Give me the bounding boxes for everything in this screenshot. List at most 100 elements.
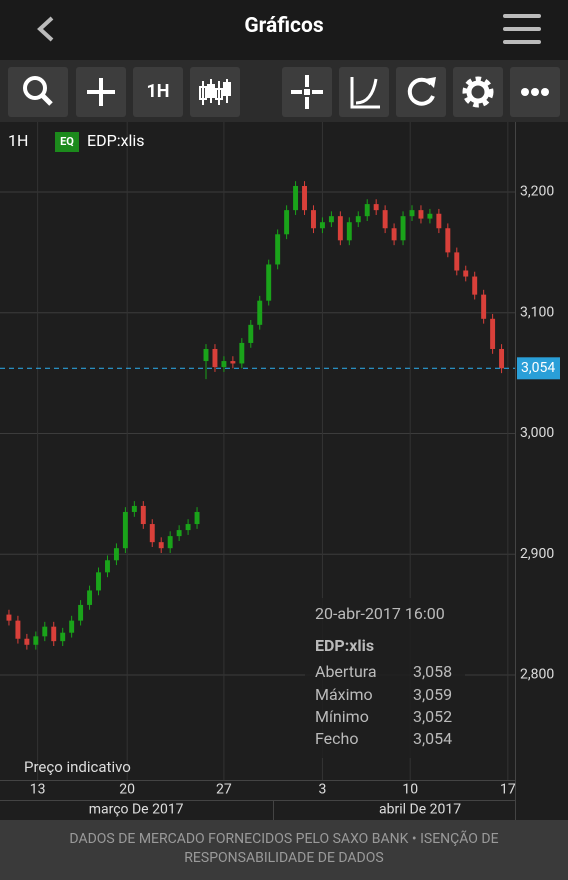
interval-button[interactable]: 1H xyxy=(133,67,183,117)
chart-interval: 1H xyxy=(8,131,29,150)
candle-body xyxy=(311,210,316,229)
candle-body xyxy=(51,626,57,642)
candle-body xyxy=(373,204,379,211)
y-tick-label: 3,200 xyxy=(520,184,554,200)
candle-body xyxy=(24,638,30,645)
candle-body xyxy=(284,210,290,235)
candle-body xyxy=(472,276,478,295)
last-price-box xyxy=(517,357,560,380)
candle-body xyxy=(96,572,101,591)
disclaimer-link[interactable]: DADOS DE MERCADO FORNECIDOS PELO SAXO BA… xyxy=(69,831,499,866)
candle-body xyxy=(149,524,155,543)
candle-body xyxy=(427,213,433,219)
tooltip-value: 3,054 xyxy=(413,729,453,748)
tooltip-label: Mínimo xyxy=(315,707,369,726)
x-tick-label: 3 xyxy=(318,782,326,798)
candle-body xyxy=(499,348,505,369)
x-tick-label: 20 xyxy=(119,782,135,798)
candle-body xyxy=(194,511,200,525)
month-label: março De 2017 xyxy=(89,802,184,818)
candle-body xyxy=(60,632,66,642)
candle-body xyxy=(418,210,424,219)
search-button[interactable] xyxy=(8,67,68,117)
tooltip-value: 3,059 xyxy=(413,685,453,704)
candle-body xyxy=(463,270,469,277)
candle-body xyxy=(221,361,227,368)
candle-body xyxy=(364,204,370,217)
candle-body xyxy=(337,216,343,241)
candle-body xyxy=(87,590,93,605)
candle-body xyxy=(78,604,84,621)
header-bar: Gráficos xyxy=(0,0,568,60)
refresh-button[interactable] xyxy=(396,67,446,117)
candle-body xyxy=(382,210,388,229)
y-tick-label: 2,800 xyxy=(520,667,554,683)
indicator-button[interactable] xyxy=(339,67,389,117)
tooltip: 20-abr-2017 16:00 EDP:xlis Abertura 3,05… xyxy=(305,598,465,758)
candle-body xyxy=(15,620,21,639)
candle-body xyxy=(409,210,415,217)
candle-body xyxy=(140,505,146,525)
candle-body xyxy=(230,361,236,364)
candle-body xyxy=(105,560,110,573)
month-label: abril De 2017 xyxy=(379,802,461,818)
candle-body xyxy=(355,216,361,223)
candle-body xyxy=(69,620,75,633)
candle-body xyxy=(400,216,406,241)
candle-body xyxy=(346,222,352,241)
menu-button[interactable] xyxy=(503,13,541,45)
candle-body xyxy=(6,614,12,621)
page-title: Gráficos xyxy=(244,14,324,38)
candle-body xyxy=(319,222,325,229)
tooltip-label: Fecho xyxy=(315,729,359,748)
crosshair-button[interactable] xyxy=(282,67,332,117)
candle-body xyxy=(248,324,254,343)
x-tick-label: 17 xyxy=(500,782,516,798)
candle-body xyxy=(167,536,173,549)
candle-body xyxy=(293,185,299,211)
candle-body xyxy=(33,636,39,645)
last-price-label: 3,054 xyxy=(521,360,555,376)
y-tick-label: 3,000 xyxy=(520,425,554,441)
candle-body xyxy=(176,530,182,537)
footer: DADOS DE MERCADO FORNECIDOS PELO SAXO BA… xyxy=(0,820,568,880)
tooltip-label: Abertura xyxy=(315,662,377,681)
tooltip-value: 3,058 xyxy=(413,662,453,681)
candle-body xyxy=(275,234,281,265)
candle-body xyxy=(158,542,164,549)
candle-body xyxy=(436,213,442,229)
x-tick-label: 10 xyxy=(402,782,418,798)
candle-body xyxy=(42,626,48,637)
candle-body xyxy=(328,216,334,223)
candle-body xyxy=(203,348,209,362)
tooltip-label: Máximo xyxy=(315,685,373,704)
more-button[interactable] xyxy=(510,67,560,117)
candle-body xyxy=(212,348,218,368)
x-tick-label: 13 xyxy=(30,782,46,798)
candle-body xyxy=(257,300,263,325)
candle-body xyxy=(239,342,245,364)
chart-type-button[interactable] xyxy=(190,67,240,117)
instrument-badge: EQ xyxy=(55,132,79,152)
y-tick-label: 2,900 xyxy=(520,546,554,562)
candle-body xyxy=(391,228,397,241)
candle-body xyxy=(113,548,119,561)
candle-body xyxy=(131,505,137,512)
candle-body xyxy=(302,185,307,211)
candle-body xyxy=(454,252,460,271)
add-button[interactable] xyxy=(76,67,126,117)
instrument-name: EDP:xlis xyxy=(87,131,145,150)
toolbar: 1H xyxy=(0,60,568,122)
candle-body xyxy=(266,264,272,301)
tooltip-instrument: EDP:xlis xyxy=(315,636,375,655)
candle-body xyxy=(445,228,451,253)
tooltip-time: 20-abr-2017 16:00 xyxy=(315,604,445,623)
candle-body xyxy=(122,511,128,549)
indicative-note: Preço indicativo xyxy=(24,758,131,776)
y-tick-label: 3,100 xyxy=(520,304,554,320)
x-tick-label: 27 xyxy=(216,782,232,798)
back-button[interactable] xyxy=(30,14,60,44)
settings-button[interactable] xyxy=(453,67,503,117)
chart: 2,800 2,900 3,000 3,100 3,200 13 20 27 3 10 17 març… xyxy=(0,122,568,820)
